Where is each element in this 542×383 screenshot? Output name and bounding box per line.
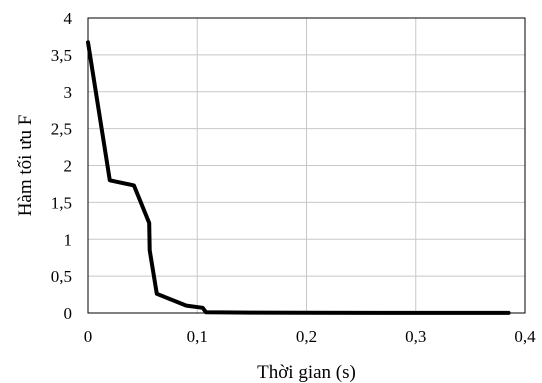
x-tick-label: 0,2 (296, 327, 317, 346)
y-tick-label: 0,5 (51, 267, 72, 286)
y-tick-label: 1 (64, 230, 73, 249)
y-axis-title: Hàm tối ưu F (15, 115, 36, 217)
x-tick-label: 0,1 (187, 327, 208, 346)
y-tick-label: 1,5 (51, 193, 72, 212)
series-layer (86, 40, 511, 315)
x-axis-title: Thời gian (s) (257, 362, 356, 383)
y-tick-labels: 0 0,5 1 1,5 2 2,5 3 3,5 4 (51, 9, 73, 323)
y-tick-label: 2 (64, 157, 73, 176)
x-tick-label: 0 (84, 327, 93, 346)
x-tick-labels: 0 0,1 0,2 0,3 0,4 (84, 327, 536, 346)
y-tick-label: 3,5 (51, 46, 72, 65)
y-tick-label: 3 (64, 83, 73, 102)
x-tick-label: 0,3 (405, 327, 426, 346)
x-tick-label: 0,4 (514, 327, 536, 346)
series-line (86, 40, 511, 315)
y-tick-label: 0 (64, 304, 73, 323)
y-tick-label: 2,5 (51, 120, 72, 139)
y-tick-label: 4 (64, 9, 73, 28)
